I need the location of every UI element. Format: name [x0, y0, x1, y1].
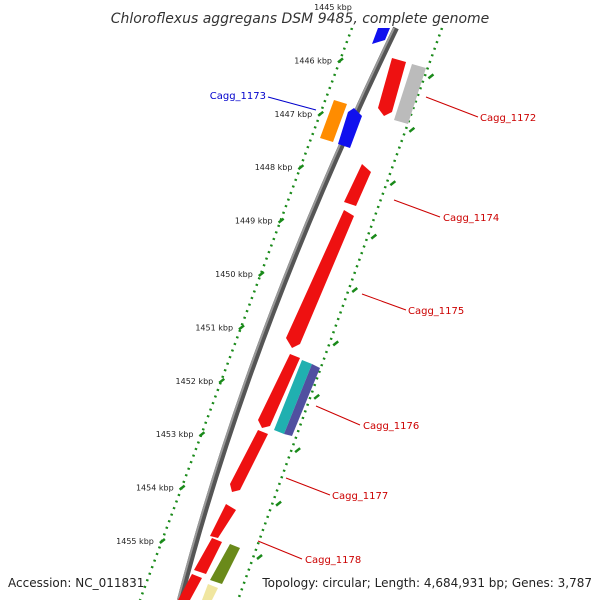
- tick-dash-left: [277, 217, 285, 224]
- leader-cagg-1174: [393, 199, 441, 218]
- tick-label: 1452 kbp: [176, 377, 214, 386]
- tick-dash-left: [238, 324, 245, 331]
- tick-label: 1449 kbp: [235, 217, 273, 226]
- tick-dash-left: [198, 431, 206, 438]
- leader-cagg-1177: [285, 477, 331, 496]
- gene-feature-cagg-1176-teal: [274, 360, 312, 434]
- gene-label-leaders: [257, 96, 479, 560]
- tick-dash-right: [332, 340, 340, 347]
- gene-feature-cagg-1178: [210, 504, 236, 538]
- gene-feature: [372, 28, 390, 44]
- tick-dash-left: [178, 484, 186, 491]
- tick-dash-right: [256, 554, 263, 560]
- tick-dash-right: [389, 180, 397, 187]
- map-title: Chloroflexus aggregans DSM 9485, complet…: [111, 11, 490, 27]
- leader-cagg-1175: [361, 293, 407, 311]
- accession-text: Accession: NC_011831: [8, 576, 145, 590]
- genome-summary-text: Topology: circular; Length: 4,684,931 bp…: [262, 576, 592, 590]
- gene-feature-cagg-1174: [344, 164, 371, 206]
- gene-feature-gray: [394, 64, 426, 124]
- tick-dash-right: [370, 233, 378, 240]
- gene-feature-cagg-1177: [230, 430, 268, 492]
- gene-feature-red: [258, 354, 300, 428]
- tick-label: 1446 kbp: [294, 56, 332, 65]
- tick-dash-right: [351, 287, 359, 293]
- gene-feature-cagg-1176: [284, 364, 320, 436]
- leader-cagg-1172: [425, 96, 479, 118]
- gene-labels: Cagg_1173 Cagg_1172 Cagg_1174 Cagg_1175 …: [210, 91, 537, 566]
- tick-label: 1453 kbp: [156, 430, 194, 439]
- tick-dash-right: [313, 393, 320, 400]
- gene-feature-cagg-1173-orange: [320, 100, 347, 142]
- gene-feature-yellow: [202, 584, 218, 600]
- gene-label-cagg-1177[interactable]: Cagg_1177: [332, 491, 388, 502]
- tick-dash-left: [258, 271, 265, 277]
- tick-label: 1454 kbp: [136, 484, 174, 493]
- gene-label-cagg-1175[interactable]: Cagg_1175: [408, 306, 464, 317]
- tick-label: 1451 kbp: [195, 323, 233, 332]
- tick-dash-right: [275, 500, 282, 507]
- gene-feature-cagg-1172: [378, 58, 406, 116]
- tick-dash-left: [317, 110, 324, 117]
- gene-feature-red: [178, 574, 202, 600]
- tick-label: 1448 kbp: [255, 163, 293, 172]
- gene-feature-cagg-1173: [338, 108, 362, 148]
- gene-label-cagg-1178[interactable]: Cagg_1178: [305, 555, 361, 566]
- gene-label-cagg-1172[interactable]: Cagg_1172: [480, 113, 536, 124]
- tick-label: 1447 kbp: [274, 110, 312, 119]
- tick-dash-right: [294, 447, 301, 454]
- gene-label-cagg-1176[interactable]: Cagg_1176: [363, 421, 419, 432]
- gene-features: [178, 28, 426, 600]
- tick-dash-right: [427, 73, 435, 80]
- tick-dash-left: [297, 164, 305, 171]
- tick-label: 1445 kbp: [314, 3, 352, 12]
- leader-cagg-1178: [257, 540, 303, 560]
- tick-label: 1455 kbp: [116, 537, 154, 546]
- tick-dash-left: [337, 57, 344, 64]
- tick-dash-right: [408, 126, 416, 133]
- gene-label-cagg-1174[interactable]: Cagg_1174: [443, 213, 499, 224]
- leader-cagg-1173: [267, 96, 317, 111]
- gene-feature-cagg-1175: [286, 210, 354, 348]
- tick-marks: 1445 kbp 1446 kbp 1447 kbp 1448 kbp 1449 kbp…: [116, 3, 435, 560]
- tick-dash-left: [218, 377, 226, 384]
- tick-dash-left: [159, 538, 166, 544]
- gene-feature-red: [194, 538, 222, 574]
- gene-feature-olive: [210, 544, 240, 584]
- gene-label-cagg-1173[interactable]: Cagg_1173: [210, 91, 266, 102]
- tick-label: 1450 kbp: [215, 270, 253, 279]
- leader-cagg-1176: [315, 405, 361, 426]
